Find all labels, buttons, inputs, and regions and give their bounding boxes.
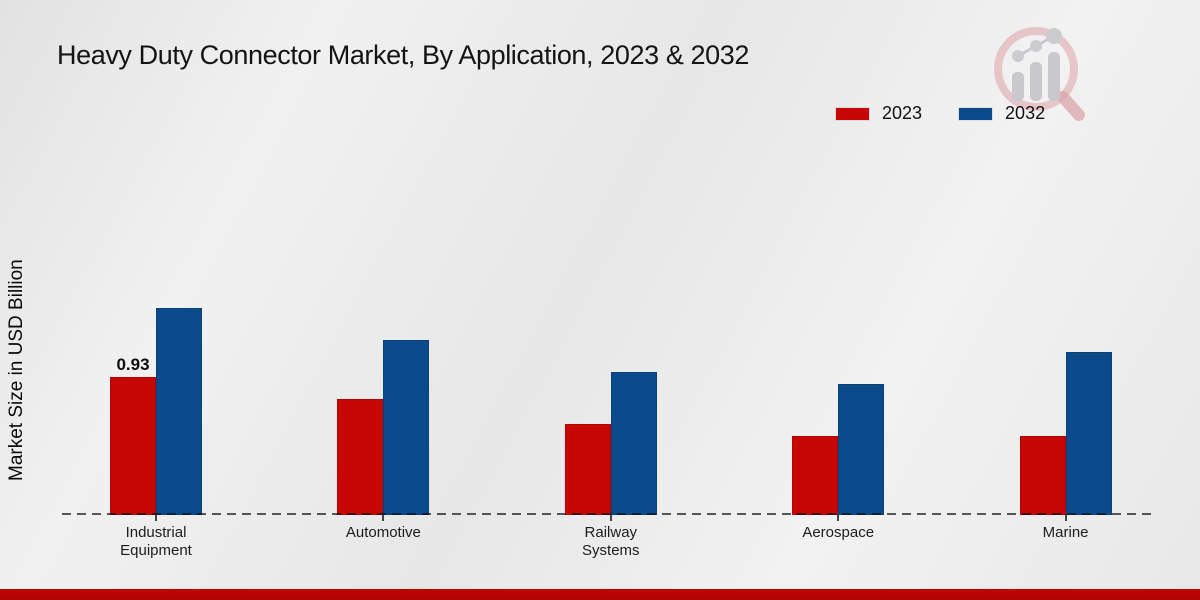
x-tick-label-railway-systems: Railway Systems: [582, 524, 640, 560]
x-tick-label-marine: Marine: [1042, 524, 1089, 541]
footer-accent-bar: [0, 589, 1200, 600]
bar-value-label: 0.93: [116, 355, 150, 374]
x-tick-automotive: [382, 515, 385, 521]
magnifier-bar-chart-logo-icon: [994, 27, 1085, 121]
bar-2023-marine: [1019, 436, 1066, 515]
legend-swatch-2023: [836, 107, 869, 120]
legend-label-2023: 2023: [882, 103, 923, 123]
x-axis-baseline: [62, 513, 1157, 515]
bar-2023-industrial-equipment: [110, 377, 156, 515]
bar-2032-industrial-equipment: [156, 308, 202, 515]
bar-2023-automotive: [337, 399, 384, 515]
legend-swatch-2032: [959, 107, 993, 120]
x-tick-label-automotive: Automotive: [345, 524, 421, 541]
chart-title: Heavy Duty Connector Market, By Applicat…: [57, 40, 749, 70]
bar-2023-aerospace: [792, 436, 839, 515]
x-tick-industrial-equipment: [155, 515, 157, 521]
bar-2032-railway-systems: [610, 372, 657, 515]
bar-2032-automotive: [383, 340, 430, 515]
bar-2032-aerospace: [838, 384, 885, 515]
x-tick-aerospace: [837, 515, 840, 521]
x-tick-label-industrial-equipment: Industrial Equipment: [120, 524, 192, 560]
x-tick-marine: [1064, 515, 1067, 521]
legend: 2023 2032: [836, 103, 1045, 124]
legend-label-2032: 2032: [1005, 103, 1046, 123]
x-tick-railway-systems: [609, 515, 612, 521]
bar-2032-marine: [1065, 352, 1112, 515]
x-tick-label-aerospace: Aerospace: [802, 524, 875, 541]
bar-2023-railway-systems: [564, 424, 611, 515]
